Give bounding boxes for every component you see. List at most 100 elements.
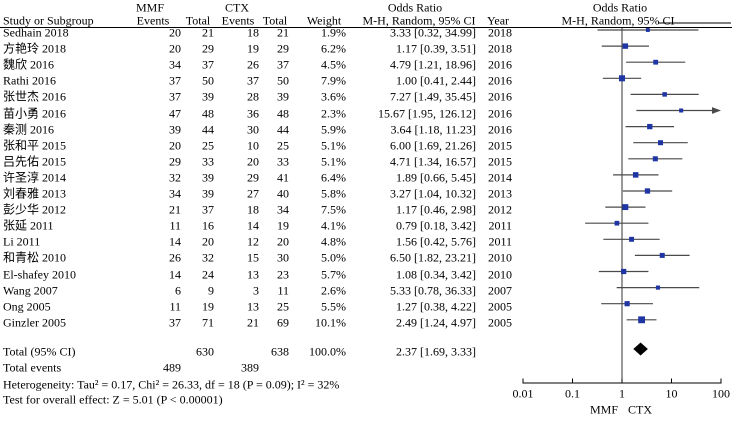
- year-cell: 2005: [488, 299, 512, 314]
- or-ci-cell: 3.33 [0.32, 34.99]: [390, 25, 476, 40]
- year-cell: 2014: [488, 170, 512, 185]
- ctx-total-cell: 25: [277, 138, 289, 153]
- year-cell: 2016: [488, 90, 512, 105]
- mmf-events-cell: 37: [169, 90, 181, 105]
- axis-tick-label: 10: [665, 386, 678, 401]
- or-marker: [645, 28, 650, 32]
- year-cell: 2010: [488, 267, 512, 282]
- weight-cell: 2.6%: [321, 283, 346, 298]
- year-cell: 2018: [488, 25, 512, 40]
- ctx-total-header: Total: [262, 13, 288, 28]
- weight-cell: 4.5%: [321, 57, 346, 72]
- ctx-total-cell: 25: [277, 299, 289, 314]
- or-ci-cell: 4.71 [1.34, 16.57]: [390, 154, 476, 169]
- or-ci-cell: 1.17 [0.39, 3.51]: [396, 41, 476, 56]
- weight-cell: 7.9%: [321, 74, 346, 88]
- or-ci-cell: 1.08 [0.34, 3.42]: [396, 267, 476, 282]
- ctx-events-cell: 36: [247, 106, 259, 121]
- ctx-total-cell: 11: [277, 283, 289, 298]
- mmf-events-cell: 37: [169, 315, 181, 330]
- mmf-events-cell: 14: [169, 235, 181, 249]
- mmf-total-cell: 21: [202, 25, 214, 40]
- study-name: 张和平 2015: [3, 138, 67, 153]
- study-name: 方艳玲 2018: [3, 41, 67, 56]
- ctx-events-cell: 27: [247, 186, 259, 201]
- study-name: 张延 2011: [3, 218, 54, 233]
- mmf-events-cell: 11: [169, 299, 181, 314]
- mmf-events-cell: 11: [169, 218, 181, 233]
- or-marker: [644, 188, 651, 194]
- total-weight: 100.0%: [309, 344, 346, 359]
- mmf-total-cell: 37: [202, 202, 214, 217]
- study-name: 刘春雅 2013: [3, 186, 67, 201]
- weight-cell: 5.5%: [321, 299, 346, 314]
- study-name: Ong 2005: [3, 299, 51, 314]
- mmf-events-cell: 21: [169, 202, 181, 217]
- weight-cell: 6.4%: [321, 170, 346, 185]
- ctx-events-cell: 10: [247, 138, 259, 153]
- weight-cell: 5.8%: [321, 186, 346, 201]
- ctx-total-cell: 23: [277, 267, 289, 282]
- mmf-group-header: MMF: [135, 0, 165, 15]
- year-cell: 2018: [488, 41, 512, 56]
- weight-cell: 4.1%: [321, 218, 346, 233]
- or-marker: [659, 252, 665, 258]
- study-name: 苗小勇 2016: [3, 106, 67, 121]
- ctx-total-cell: 37: [277, 57, 289, 72]
- ctx-events-cell: 28: [247, 90, 259, 105]
- ctx-events-cell: 30: [247, 122, 259, 137]
- ci-arrow-cap: [712, 107, 721, 114]
- or-marker: [622, 43, 629, 49]
- mmf-total-cell: 37: [202, 57, 214, 72]
- or-marker: [629, 236, 635, 242]
- overall-effect-note: Test for overall effect: Z = 5.01 (P < 0…: [3, 392, 223, 407]
- ctx-events-cell: 3: [253, 283, 259, 298]
- mmf-events-cell: 26: [169, 251, 181, 266]
- study-name: 魏欣 2016: [3, 57, 55, 72]
- mmf-total-cell: 9: [208, 283, 214, 298]
- weight-cell: 2.3%: [321, 106, 346, 121]
- mmf-events-header: Events: [136, 13, 170, 28]
- or-ci-cell: 1.00 [0.41, 2.44]: [396, 74, 476, 88]
- or-marker: [658, 140, 664, 146]
- mmf-events-cell: 39: [169, 122, 181, 137]
- mmf-total-cell: 29: [202, 41, 214, 56]
- or-marker: [622, 204, 629, 211]
- study-name: Ginzler 2005: [3, 315, 66, 330]
- ctx-events-cell: 29: [247, 170, 259, 185]
- ctx-events-cell: 12: [247, 235, 259, 249]
- ctx-events-cell: 21: [247, 315, 259, 330]
- ctx-events-cell: 18: [247, 25, 259, 40]
- method-ci-header-right: M-H, Random, 95% CI: [561, 13, 675, 28]
- ctx-events-cell: 20: [247, 154, 259, 169]
- or-ci-cell: 3.27 [1.04, 10.32]: [390, 186, 476, 201]
- study-column-header: Study or Subgroup: [3, 13, 94, 28]
- ctx-total-cell: 30: [277, 251, 289, 266]
- year-cell: 2007: [488, 283, 512, 298]
- mmf-events-cell: 29: [169, 154, 181, 169]
- weight-cell: 5.0%: [321, 251, 346, 266]
- mmf-total-header: Total: [185, 13, 211, 28]
- ctx-total-cell: 29: [277, 41, 289, 56]
- study-name: 许圣淳 2014: [3, 170, 67, 185]
- or-marker: [679, 108, 684, 113]
- ctx-total-cell: 33: [277, 154, 289, 169]
- mmf-events-cell: 37: [169, 74, 181, 88]
- ctx-events-cell: 13: [247, 299, 259, 314]
- weight-cell: 1.9%: [321, 25, 346, 40]
- study-name: 吕先佑 2015: [3, 154, 67, 169]
- ctx-events-cell: 15: [247, 251, 259, 266]
- mmf-total-cell: 19: [202, 299, 214, 314]
- year-cell: 2015: [488, 154, 512, 169]
- or-ci-cell: 0.79 [0.18, 3.42]: [396, 218, 476, 233]
- study-name: Wang 2007: [3, 283, 58, 298]
- or-marker: [614, 220, 620, 226]
- or-marker: [618, 75, 626, 82]
- year-cell: 2013: [488, 186, 512, 201]
- mmf-total-cell: 25: [202, 138, 214, 153]
- year-cell: 2005: [488, 315, 512, 330]
- or-marker: [624, 301, 630, 307]
- or-marker: [621, 268, 627, 275]
- ctx-total-cell: 40: [277, 186, 289, 201]
